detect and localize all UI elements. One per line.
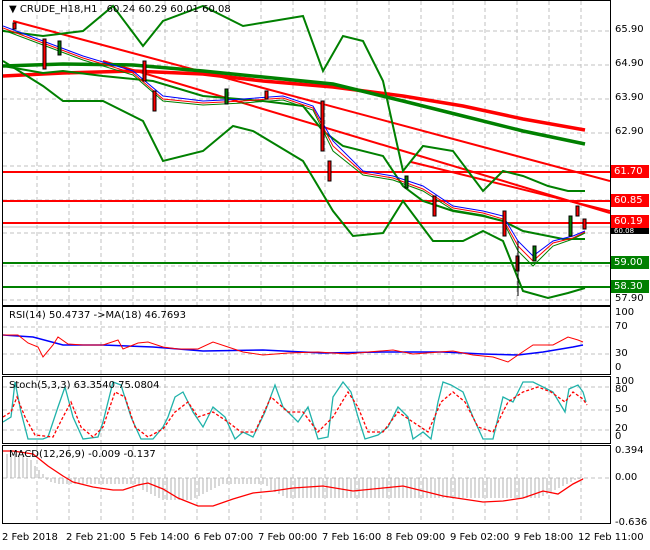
time-label: 9 Feb 02:00	[450, 532, 510, 543]
macd-tick: 0.00	[615, 472, 638, 483]
price-panel[interactable]: ▼ CRUDE_H18,H1 60.24 60.29 60.01 60.08	[2, 0, 611, 306]
price-tick: 64.90	[615, 58, 644, 69]
rsi-tick: 0	[615, 362, 622, 373]
time-label: 6 Feb 07:00	[194, 532, 254, 543]
rsi-axis: 100 70 30 0	[611, 306, 650, 373]
time-label: 9 Feb 18:00	[514, 532, 574, 543]
rsi-tick: 100	[615, 307, 635, 318]
time-label: 12 Feb 11:00	[578, 532, 644, 543]
stoch-panel[interactable]: Stoch(5,3,3) 63.3540 75.0804	[2, 376, 611, 444]
stoch-chart-canvas	[3, 377, 610, 443]
macd-tick: -0.636	[615, 517, 648, 528]
level-label-58-30: 58.30	[611, 280, 649, 293]
macd-title: MACD(12,26,9) -0.009 -0.137	[9, 449, 156, 460]
price-axis[interactable]: 65.90 64.90 63.90 62.90 57.90 61.70 60.8…	[611, 0, 650, 304]
ohlc-values: 60.24 60.29 60.01 60.08	[106, 4, 231, 15]
macd-tick: 0.394	[615, 445, 644, 456]
level-label-59-00: 59.00	[611, 256, 649, 269]
symbol-title: CRUDE_H18,H1	[19, 4, 98, 15]
macd-panel[interactable]: MACD(12,26,9) -0.009 -0.137	[2, 445, 611, 524]
price-chart-canvas	[3, 1, 610, 305]
level-label-61-70: 61.70	[611, 165, 649, 178]
rsi-panel[interactable]: RSI(14) 50.4737 ->MA(18) 46.7693	[2, 306, 611, 375]
time-label: 5 Feb 14:00	[130, 532, 190, 543]
time-label: 2 Feb 2018	[2, 532, 58, 543]
level-label-60-19: 60.19	[611, 215, 649, 228]
rsi-title: RSI(14) 50.4737 ->MA(18) 46.7693	[9, 310, 186, 321]
price-tick: 62.90	[615, 126, 644, 137]
time-label: 7 Feb 16:00	[322, 532, 382, 543]
stoch-tick: 0	[615, 431, 622, 442]
rsi-chart-canvas	[3, 307, 610, 374]
time-label: 2 Feb 21:00	[66, 532, 126, 543]
time-label: 7 Feb 00:00	[258, 532, 318, 543]
symbol-header: ▼ CRUDE_H18,H1 60.24 60.29 60.01 60.08	[9, 4, 231, 15]
stoch-axis: 100 80 50 20 0	[611, 376, 650, 442]
collapse-arrow-icon[interactable]: ▼	[9, 4, 17, 15]
price-tick: 63.90	[615, 92, 644, 103]
macd-chart-canvas	[3, 446, 610, 523]
stoch-tick: 50	[615, 404, 628, 415]
macd-axis: 0.394 0.00 -0.636	[611, 445, 650, 528]
level-label-60-85: 60.85	[611, 194, 649, 207]
current-price-label: 60.08	[611, 228, 649, 235]
rsi-tick: 30	[615, 348, 628, 359]
time-label: 8 Feb 09:00	[386, 532, 446, 543]
stoch-tick: 100	[615, 376, 635, 387]
price-tick: 57.90	[615, 293, 644, 304]
stoch-title: Stoch(5,3,3) 63.3540 75.0804	[9, 380, 160, 391]
stoch-tick: 20	[615, 423, 628, 434]
stoch-tick: 80	[615, 384, 628, 395]
price-tick: 65.90	[615, 24, 644, 35]
rsi-tick: 70	[615, 321, 628, 332]
